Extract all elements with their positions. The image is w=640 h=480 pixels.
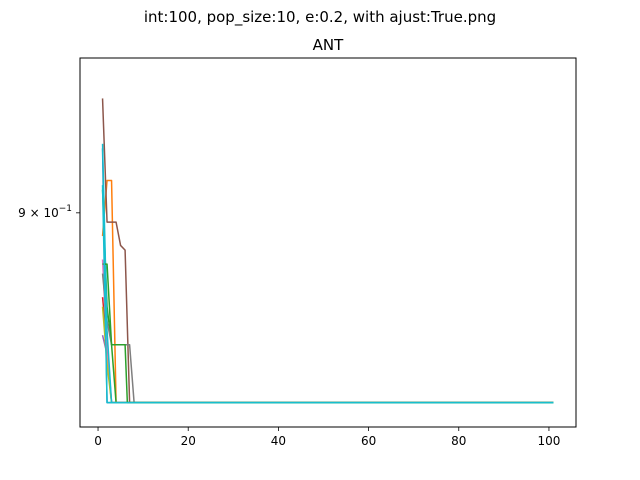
series-layer [101, 98, 554, 404]
x-tick-label-5: 100 [537, 434, 560, 448]
x-tick-label-4: 80 [451, 434, 466, 448]
series-line-12 [101, 185, 554, 404]
x-tick-label-0: 0 [94, 434, 102, 448]
x-axis: 0 20 40 60 80 100 [94, 427, 560, 448]
figure-suptitle: int:100, pop_size:10, e:0.2, with ajust:… [144, 8, 496, 27]
y-axis: 9 × 10−1 [18, 204, 80, 220]
y-tick-label-0: 9 × 10−1 [18, 204, 72, 220]
axes-frame [79, 57, 577, 428]
x-tick-label-3: 60 [361, 434, 376, 448]
x-tick-label-1: 20 [181, 434, 196, 448]
x-tick-label-2: 40 [271, 434, 286, 448]
axes-title: ANT [313, 36, 344, 54]
